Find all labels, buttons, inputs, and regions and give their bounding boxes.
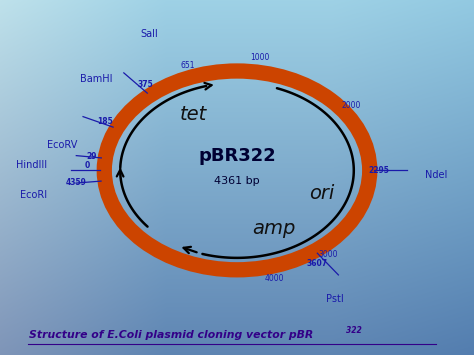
- Text: 3000: 3000: [319, 250, 338, 259]
- Text: 651: 651: [180, 61, 195, 70]
- Text: 4000: 4000: [264, 274, 284, 283]
- Text: 2295: 2295: [369, 166, 390, 175]
- Text: 1000: 1000: [250, 53, 270, 62]
- Text: PstI: PstI: [326, 294, 344, 304]
- Text: BamHI: BamHI: [80, 73, 113, 84]
- Text: Structure of E.Coli plasmid cloning vector pBR: Structure of E.Coli plasmid cloning vect…: [28, 331, 313, 340]
- Text: NdeI: NdeI: [425, 170, 447, 180]
- Text: 322: 322: [346, 327, 362, 335]
- Text: EcoRV: EcoRV: [47, 140, 78, 151]
- Text: 29: 29: [87, 152, 97, 161]
- Text: SalI: SalI: [140, 29, 158, 39]
- Text: EcoRI: EcoRI: [20, 190, 47, 201]
- Text: 185: 185: [98, 117, 113, 126]
- Text: 4359: 4359: [66, 178, 87, 187]
- Text: amp: amp: [252, 219, 295, 239]
- Text: 375: 375: [138, 80, 154, 89]
- Text: pBR322: pBR322: [198, 147, 276, 165]
- Text: 4361 bp: 4361 bp: [214, 176, 260, 186]
- Text: 0: 0: [84, 162, 90, 170]
- Text: ori: ori: [309, 184, 335, 203]
- Text: tet: tet: [180, 105, 208, 124]
- Text: HindIII: HindIII: [16, 160, 47, 170]
- Text: 3607: 3607: [306, 259, 328, 268]
- Text: 2000: 2000: [342, 101, 361, 110]
